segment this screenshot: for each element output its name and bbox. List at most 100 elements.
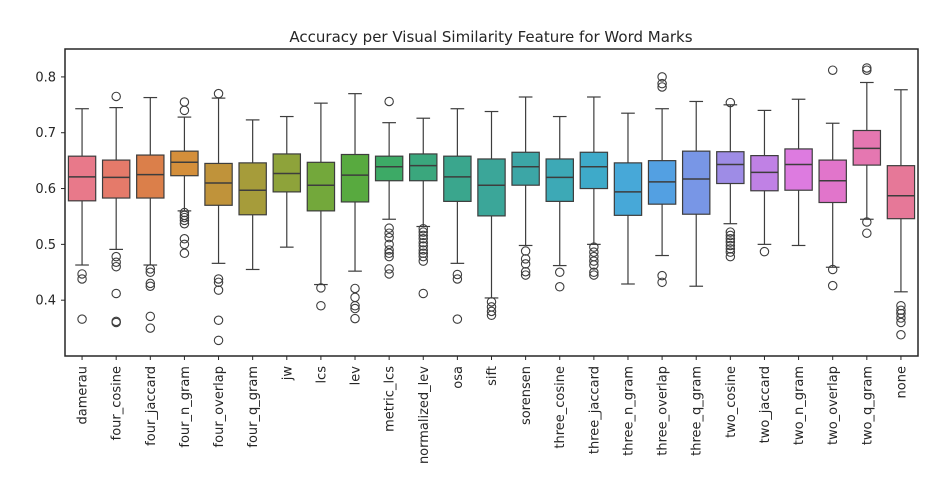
outlier-point: [862, 63, 872, 73]
x-tick-label: osa: [451, 366, 466, 389]
outlier-point: [384, 245, 394, 255]
chart-title: Accuracy per Visual Similarity Feature f…: [289, 28, 692, 46]
x-tick-label: two_jaccard: [758, 366, 773, 443]
outlier-point: [77, 269, 87, 279]
outlier-point: [350, 303, 360, 314]
outlier-point: [657, 82, 667, 92]
outlier-point: [111, 257, 121, 267]
outlier-point: [350, 313, 360, 324]
outlier-point: [350, 292, 360, 303]
y-tick-label: 0.5: [35, 238, 56, 253]
outlier-point: [725, 251, 736, 262]
outlier-point: [862, 228, 872, 238]
box-four_overlap: [204, 162, 233, 206]
outlier-point: [145, 323, 156, 333]
x-tick-label: jw: [280, 366, 295, 382]
outlier-point: [589, 256, 599, 266]
box-metric_lcs: [374, 155, 404, 182]
outlier-point: [213, 274, 224, 284]
outlier-point: [589, 260, 599, 270]
outlier-point: [520, 259, 531, 269]
x-tick-label: four_n_gram: [178, 366, 193, 448]
outlier-point: [384, 251, 394, 262]
y-tick-label: 0.4: [35, 294, 56, 309]
outlier-point: [179, 105, 190, 116]
box-four_jaccard: [136, 154, 165, 199]
box-three_q_gram: [681, 150, 711, 215]
outlier-point: [179, 234, 190, 244]
outlier-point: [520, 246, 531, 256]
box-three_jaccard: [579, 151, 609, 190]
plot-marks: 0.4 0.5 0.6 0.7 0.8 damerau four_cosine four_ja…: [35, 63, 916, 464]
outlier-point: [213, 277, 224, 288]
outlier-point: [213, 285, 224, 295]
x-tick-label: three_q_gram: [690, 366, 705, 456]
outlier-point: [145, 278, 156, 289]
box-two_n_gram: [784, 148, 813, 191]
outlier-point: [213, 88, 224, 99]
outlier-point: [145, 264, 156, 274]
outlier-point: [384, 228, 394, 238]
x-tick-label: four_cosine: [110, 366, 125, 440]
x-tick-label: lcs: [314, 366, 329, 384]
outlier-point: [179, 212, 190, 223]
box-two_jaccard: [750, 155, 779, 192]
outlier-point: [111, 91, 121, 102]
outlier-point: [418, 230, 429, 241]
box-sorensen: [511, 151, 540, 186]
outlier-point: [896, 330, 906, 340]
outlier-point: [589, 242, 599, 252]
outlier-point: [657, 72, 667, 82]
outlier-point: [862, 217, 872, 227]
y-tick-label: 0.6: [35, 182, 56, 197]
x-tick-label: two_q_gram: [860, 366, 875, 445]
outlier-point: [827, 280, 838, 291]
outlier-point: [384, 264, 394, 274]
outlier-point: [725, 237, 736, 247]
outlier-point: [725, 230, 736, 241]
outlier-point: [589, 267, 599, 278]
outlier-point: [554, 282, 565, 292]
x-tick-label: normalized_lev: [417, 366, 432, 464]
outlier-point: [759, 246, 770, 257]
y-tick-label: 0.8: [35, 70, 56, 85]
outlier-point: [827, 264, 838, 275]
outlier-point: [725, 244, 736, 254]
outlier-point: [350, 283, 360, 294]
outlier-point: [384, 96, 394, 107]
outlier-point: [486, 310, 497, 321]
x-tick-label: lev: [349, 366, 364, 386]
outlier-point: [725, 247, 736, 257]
outlier-point: [111, 261, 121, 272]
outlier-point: [418, 256, 429, 266]
outlier-point: [418, 245, 429, 255]
x-tick-label: two_n_gram: [792, 366, 807, 445]
box-none: [886, 165, 916, 220]
outlier-point: [384, 269, 394, 279]
outlier-point: [896, 313, 906, 323]
outlier-point: [896, 301, 906, 311]
outlier-point: [384, 232, 394, 243]
box-lcs: [306, 161, 336, 212]
outlier-point: [77, 274, 87, 284]
x-tick-label: none: [894, 366, 909, 398]
box-damerau: [67, 155, 97, 202]
outlier-point: [145, 281, 156, 291]
outlier-point: [418, 288, 429, 299]
outlier-point: [520, 266, 531, 277]
outlier-point: [657, 277, 667, 288]
outlier-point: [725, 227, 736, 237]
box-two_cosine: [716, 151, 745, 185]
outlier-point: [179, 218, 190, 229]
box-three_n_gram: [613, 162, 643, 216]
outlier-point: [554, 267, 565, 278]
plot-frame: [64, 48, 919, 357]
outlier-point: [452, 269, 463, 280]
box-sift: [477, 158, 506, 217]
outlier-point: [384, 248, 394, 259]
x-tick-label: three_cosine: [553, 366, 568, 449]
outlier-point: [452, 314, 463, 324]
x-tick-label: two_cosine: [724, 366, 739, 438]
outlier-point: [827, 65, 838, 75]
x-tick-label: three_overlap: [656, 366, 671, 456]
